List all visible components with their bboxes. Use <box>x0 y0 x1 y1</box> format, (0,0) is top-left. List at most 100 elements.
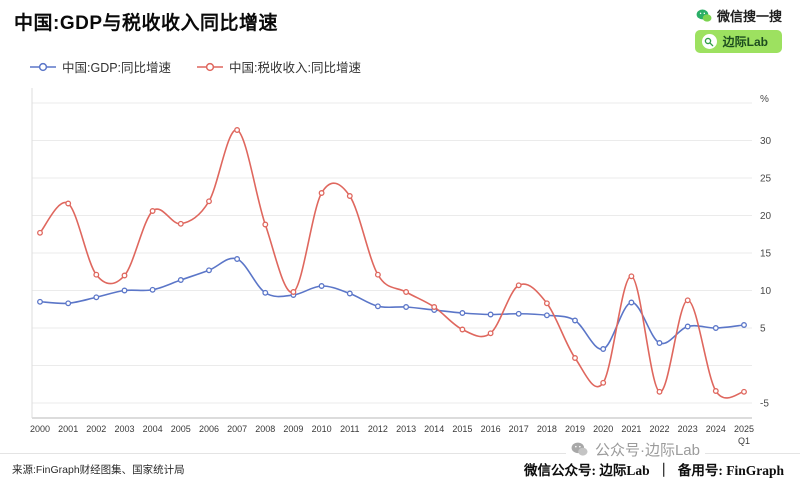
legend-label: 中国:税收收入:同比增速 <box>229 61 361 75</box>
data-point-marker <box>515 310 522 317</box>
x-tick-label: 2000 <box>30 424 50 434</box>
data-point-marker <box>459 326 466 333</box>
data-point-marker <box>149 286 156 293</box>
x-tick-label: 2008 <box>255 424 275 434</box>
legend-item-0[interactable]: 中国:GDP:同比增速 <box>30 57 171 76</box>
data-point-marker <box>234 256 241 262</box>
data-point-marker <box>318 283 325 289</box>
wechat-watermark-icon <box>571 442 588 456</box>
data-point-marker <box>262 221 269 228</box>
x-tick-label: 2011 <box>340 424 359 434</box>
wechat-search-pill[interactable]: 边际Lab <box>694 30 782 53</box>
data-point-marker <box>177 220 184 227</box>
x-tick-label: 2020 <box>593 424 613 434</box>
data-point-marker <box>543 300 550 307</box>
official-account-label: 微信公众号: 边际Lab <box>523 463 650 478</box>
y-tick-label: 5 <box>760 324 766 335</box>
x-tick-label: 2010 <box>312 424 332 434</box>
data-point-marker <box>93 271 100 278</box>
x-tick-label: 2001 <box>58 424 78 434</box>
x-tick-label: 2022 <box>649 424 669 434</box>
page-title: 中国:GDP与税收收入同比增速 <box>14 13 279 34</box>
y-tick-label: -5 <box>760 399 769 410</box>
data-point-marker <box>65 300 72 307</box>
x-tick-label: 2006 <box>199 424 219 434</box>
wechat-icon <box>696 9 712 22</box>
data-point-marker <box>290 289 297 295</box>
legend-item-1[interactable]: 中国:税收收入:同比增速 <box>197 57 361 76</box>
data-point-marker <box>37 229 43 236</box>
x-tick-label: 2004 <box>143 424 163 434</box>
y-tick-label: 30 <box>760 136 772 147</box>
x-tick-label: 2014 <box>424 424 444 434</box>
data-point-marker <box>374 303 381 310</box>
x-tick-label: 2017 <box>509 424 529 434</box>
data-point-marker <box>459 310 466 316</box>
series-line-1 <box>39 129 745 399</box>
x-tick-label: 2018 <box>537 424 557 434</box>
watermark-label: 公众号·边际Lab <box>594 442 700 459</box>
data-point-marker <box>318 190 325 196</box>
backup-account-label: 备用号: FinGraph <box>677 463 784 478</box>
data-point-marker <box>600 379 607 386</box>
data-point-marker <box>628 273 635 280</box>
search-icon <box>701 34 717 49</box>
data-point-marker <box>628 299 635 306</box>
data-point-marker <box>684 323 691 330</box>
watermark: 公众号·边际Lab <box>565 439 705 460</box>
data-point-marker <box>431 304 438 310</box>
data-point-marker <box>572 355 578 361</box>
footer-divider <box>0 453 800 454</box>
x-tick-label: 2023 <box>678 424 698 434</box>
y-tick-label: 25 <box>760 174 772 185</box>
data-point-marker <box>403 304 410 310</box>
wechat-search-brand: 微信搜一搜 <box>696 6 782 25</box>
wechat-search-label: 微信搜一搜 <box>716 9 782 24</box>
footer-separator: ｜ <box>656 463 671 478</box>
data-point-marker <box>121 287 128 294</box>
data-point-marker <box>403 289 410 295</box>
data-point-marker <box>741 388 747 395</box>
data-point-marker <box>712 325 719 331</box>
data-point-marker <box>206 198 212 205</box>
x-tick-label: 2016 <box>481 424 501 434</box>
x-tick-label: 2013 <box>396 424 416 434</box>
data-point-marker <box>656 340 663 346</box>
y-tick-label: 15 <box>760 249 772 260</box>
x-tick-label: 2021 <box>621 424 641 434</box>
data-point-marker <box>65 200 72 207</box>
data-point-marker <box>206 267 212 274</box>
chart-area: % 30 25 20 15 10 5 -5 2000 2001 2002 2003 2004 2005 20… <box>8 80 794 454</box>
x-tick-label: 2003 <box>114 424 134 434</box>
data-point-marker <box>741 322 747 328</box>
data-point-marker <box>572 317 578 324</box>
x-tick-label: 2025 <box>734 424 754 434</box>
data-point-marker <box>487 311 494 318</box>
data-point-marker <box>515 282 522 289</box>
x-tick-label: 2024 <box>706 424 726 434</box>
y-tick-label: 10 <box>760 286 772 297</box>
x-tick-label: 2012 <box>368 424 388 434</box>
wechat-search-block: 微信搜一搜 边际Lab <box>694 6 782 53</box>
chart-legend: 中国:GDP:同比增速 中国:税收收入:同比增速 <box>30 57 361 76</box>
y-tick-label: 20 <box>760 211 772 222</box>
data-point-marker <box>712 388 719 394</box>
data-point-marker <box>121 272 128 279</box>
data-point-marker <box>543 312 550 319</box>
footer-accounts: 微信公众号: 边际Lab ｜ 备用号: FinGraph <box>522 459 786 479</box>
legend-marker-icon <box>197 62 224 71</box>
x-tick-label: 2002 <box>86 424 106 434</box>
data-point-marker <box>37 298 43 305</box>
data-point-marker <box>656 388 663 395</box>
data-point-marker <box>346 290 353 297</box>
x-tick-label: 2019 <box>565 424 585 434</box>
data-point-marker <box>262 289 269 296</box>
wechat-search-pill-label: 边际Lab <box>722 35 768 49</box>
x-tick-label: 2005 <box>171 424 191 434</box>
data-point-marker <box>177 277 184 283</box>
data-point-marker <box>149 208 156 214</box>
legend-label: 中国:GDP:同比增速 <box>62 61 172 75</box>
data-point-marker <box>93 294 100 301</box>
